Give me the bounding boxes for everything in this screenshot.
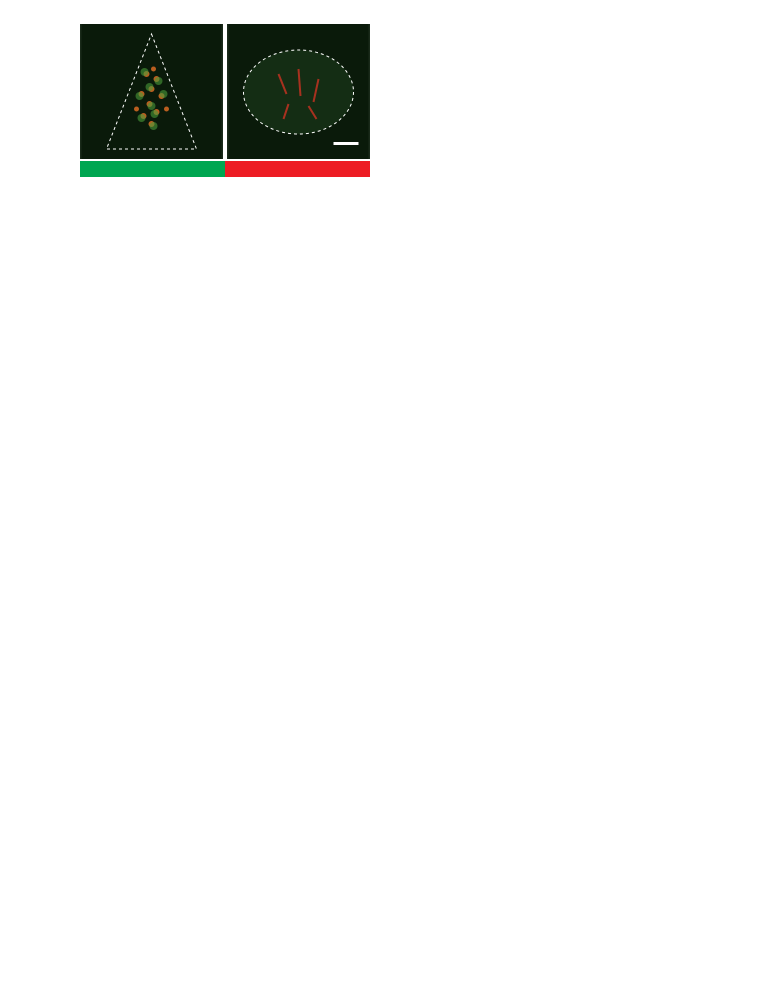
panel-b xyxy=(410,20,760,225)
legend-nnos xyxy=(80,161,225,177)
panel-a-legend xyxy=(80,161,370,177)
micrograph-mnpo xyxy=(80,24,223,159)
panel-e xyxy=(20,440,763,620)
panel-f xyxy=(20,645,763,835)
raster-plots xyxy=(410,20,760,220)
panel-d xyxy=(390,240,770,420)
legend-cfos xyxy=(225,161,370,177)
panel-c-charts xyxy=(40,240,400,420)
micrograph-sfo xyxy=(227,24,370,159)
panel-d-charts xyxy=(390,240,770,420)
panel-e-charts xyxy=(205,440,765,620)
figure xyxy=(20,20,763,835)
panel-e-schematic xyxy=(40,450,200,610)
panel-f-charts xyxy=(20,645,763,835)
